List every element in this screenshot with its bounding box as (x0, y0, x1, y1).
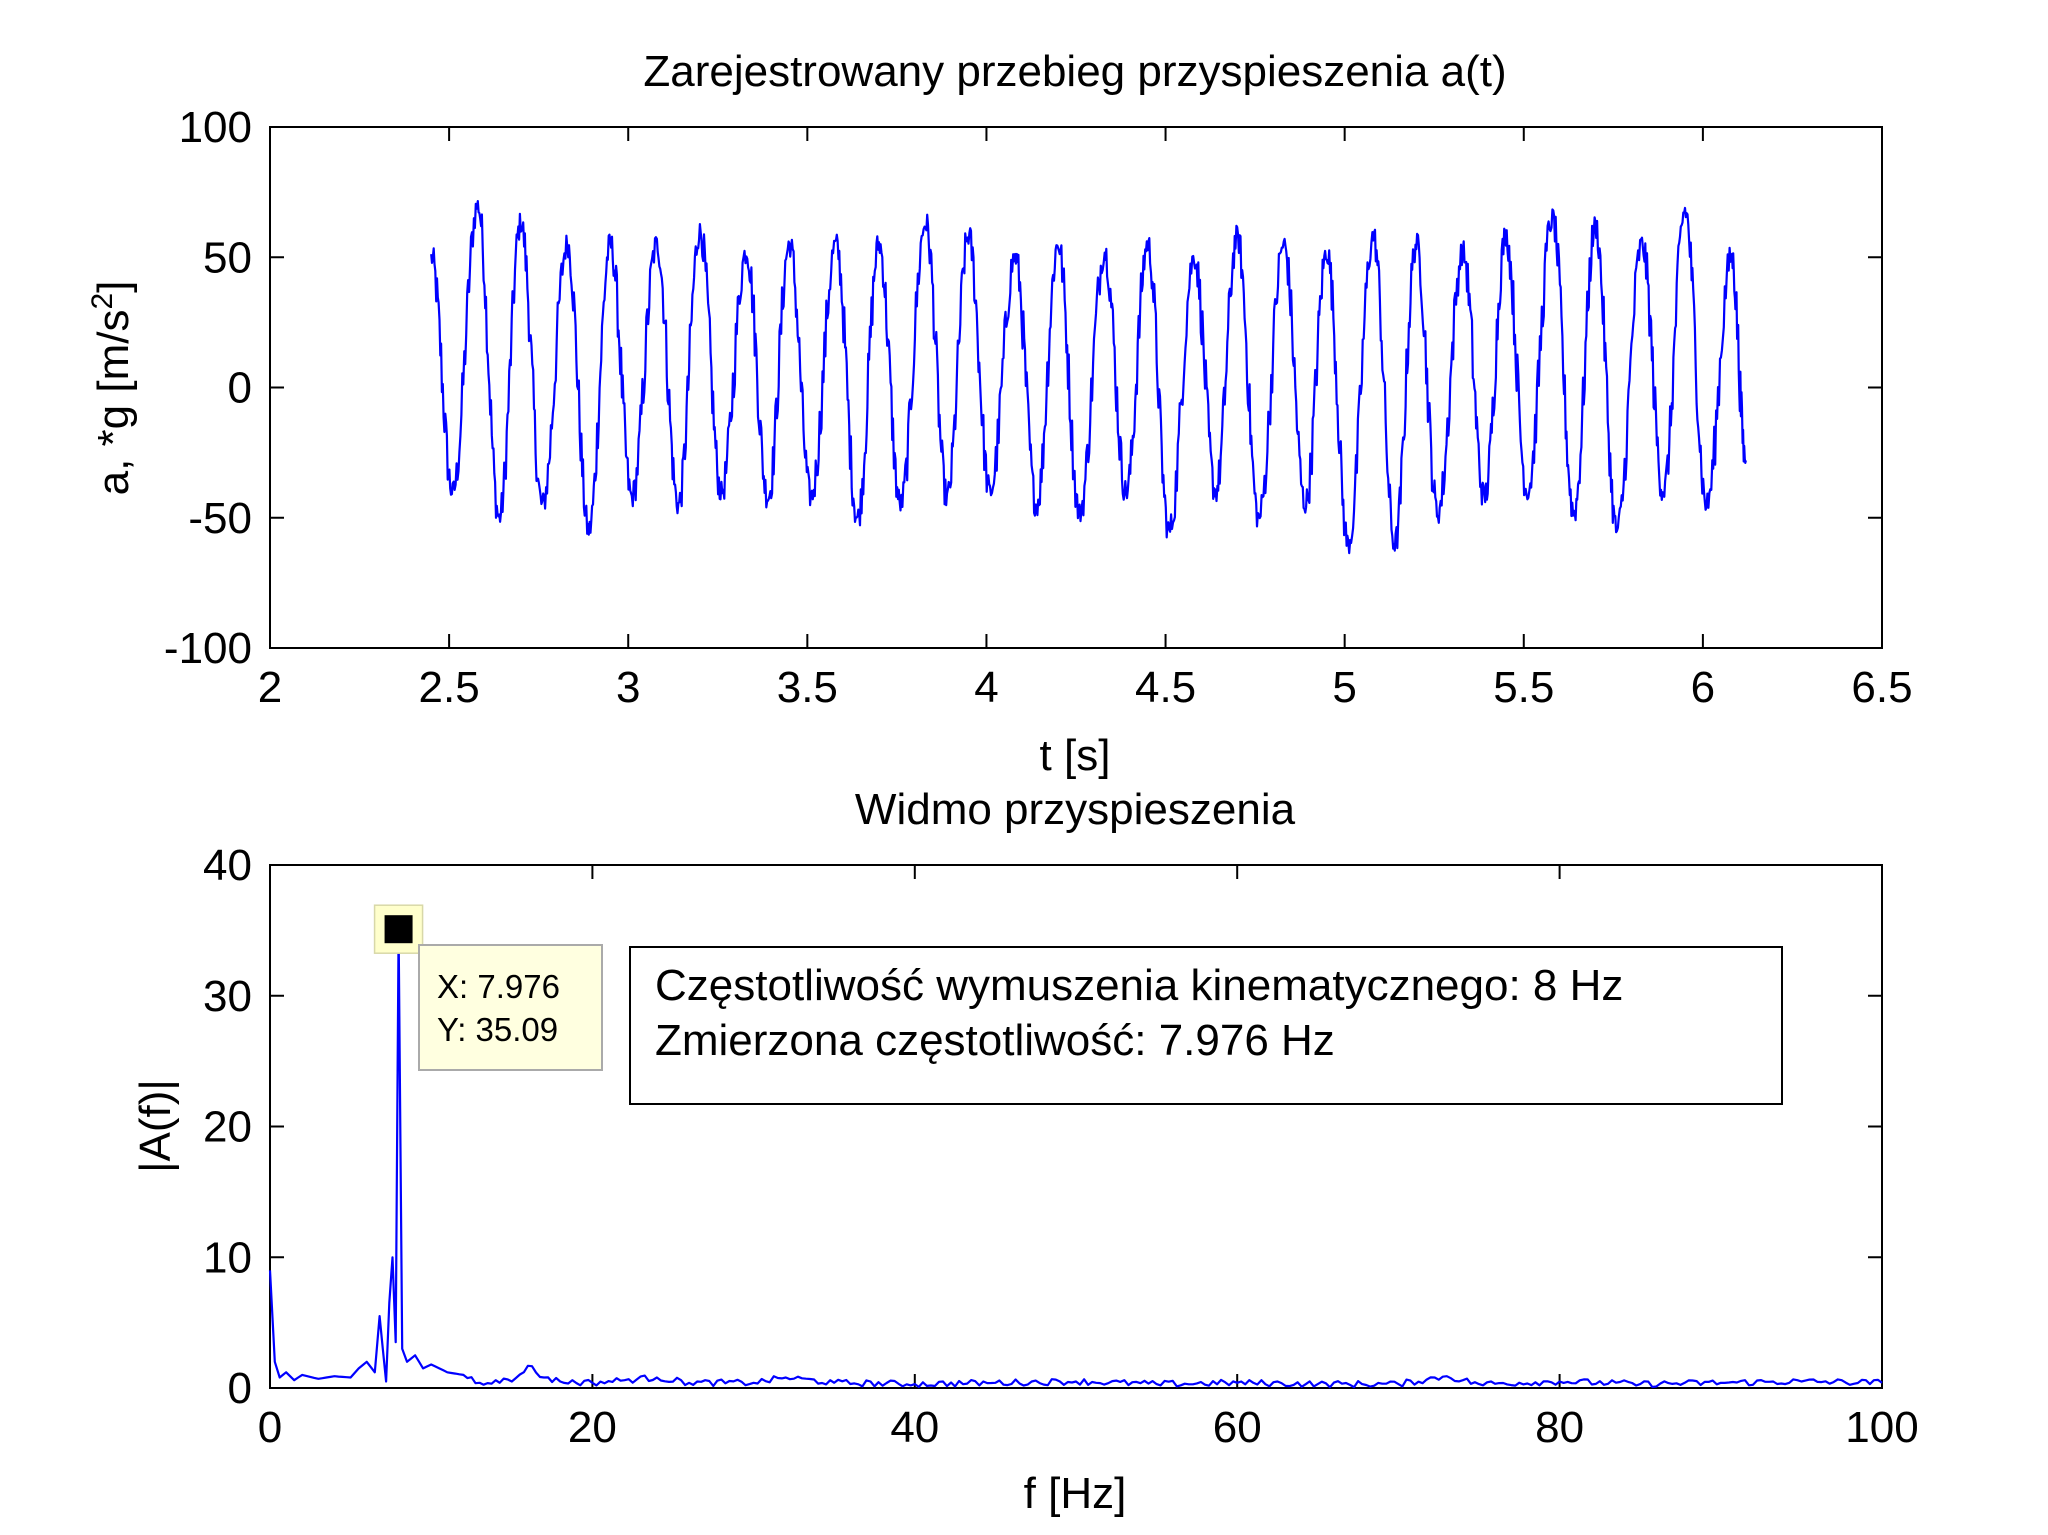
spectrum-y-tick-label: 30 (203, 972, 252, 1021)
spectrum-x-tick-labels: 0 20 40 60 80 100 (258, 1403, 1919, 1452)
annotation-line-1: Częstotliwość wymuszenia kinematycznego:… (655, 961, 1623, 1010)
time-x-tick-label: 3 (616, 663, 640, 712)
time-x-tick-label: 5 (1332, 663, 1356, 712)
acceleration-series-line (430, 200, 1747, 555)
time-y-tick-label: 0 (228, 364, 252, 413)
spectrum-x-tick-label: 40 (890, 1403, 939, 1452)
spectrum-plot-frame (269, 864, 1883, 1389)
data-tip-y-value: Y: 35.09 (437, 1011, 558, 1048)
time-x-tick-label: 4.5 (1135, 663, 1196, 712)
data-tip-marker[interactable] (384, 915, 413, 944)
spectrum-chart: Widmo przyspieszenia 0 20 40 60 80 100 403020… (131, 785, 1919, 1518)
annotation-textbox: Częstotliwość wymuszenia kinematycznego:… (629, 946, 1783, 1105)
spectrum-y-tick-labels: 40 30 20 10 0 (203, 841, 252, 1413)
spectrum-plot-area (268, 864, 1883, 1389)
time-y-tick-label: -50 (188, 494, 252, 543)
time-chart: Zarejestrowany przebieg przyspieszenia a… (86, 47, 1913, 780)
time-x-tick-label: 2.5 (419, 663, 480, 712)
data-tip-x-value: X: 7.976 (437, 968, 560, 1005)
data-tip-box (418, 944, 603, 1071)
time-plot-frame (269, 126, 1883, 649)
time-chart-title: Zarejestrowany przebieg przyspieszenia a… (643, 47, 1506, 96)
spectrum-y-tick-label: 20 (203, 1103, 252, 1152)
time-x-tick-labels: 2 2.5 3 3.5 4 4.5 5 5.5 6 6.5 (258, 663, 1913, 712)
time-x-axis-label: t [s] (1040, 731, 1111, 780)
spectrum-axis-ticks (269, 864, 1883, 1389)
annotation-box (629, 946, 1783, 1105)
time-x-tick-label: 2 (258, 663, 282, 712)
spectrum-y-axis-label: |A(f)| (131, 1079, 180, 1173)
time-x-tick-label: 4 (974, 663, 998, 712)
spectrum-chart-title: Widmo przyspieszenia (855, 785, 1296, 834)
time-x-tick-label: 6 (1691, 663, 1715, 712)
time-y-tick-label: -100 (164, 624, 252, 673)
spectrum-series-line (268, 928, 1883, 1389)
spectrum-x-tick-label: 20 (568, 1403, 617, 1452)
spectrum-y-tick-label: 10 (203, 1233, 252, 1282)
spectrum-x-tick-label: 80 (1535, 1403, 1584, 1452)
time-x-tick-label: 3.5 (777, 663, 838, 712)
spectrum-x-tick-label: 100 (1845, 1403, 1918, 1452)
spectrum-y-tick-label: 40 (203, 841, 252, 890)
time-x-tick-label: 5.5 (1493, 663, 1554, 712)
time-y-axis-label: a, *g [m/s2] (86, 281, 138, 496)
time-y-tick-label: 100 (179, 103, 252, 152)
annotation-line-2: Zmierzona częstotliwość: 7.976 Hz (655, 1016, 1335, 1065)
time-y-tick-label: 50 (203, 233, 252, 282)
data-tip[interactable]: X: 7.976 Y: 35.09 (373, 904, 603, 1071)
spectrum-x-tick-label: 0 (258, 1403, 282, 1452)
spectrum-x-axis-label: f [Hz] (1024, 1469, 1127, 1518)
time-axis-ticks (269, 126, 1883, 649)
time-x-tick-label: 6.5 (1851, 663, 1912, 712)
spectrum-x-tick-label: 60 (1213, 1403, 1262, 1452)
time-plot-area (269, 126, 1883, 649)
spectrum-y-tick-label: 0 (228, 1364, 252, 1413)
time-y-tick-labels: 100 50 0 -50 -100 (164, 103, 252, 673)
